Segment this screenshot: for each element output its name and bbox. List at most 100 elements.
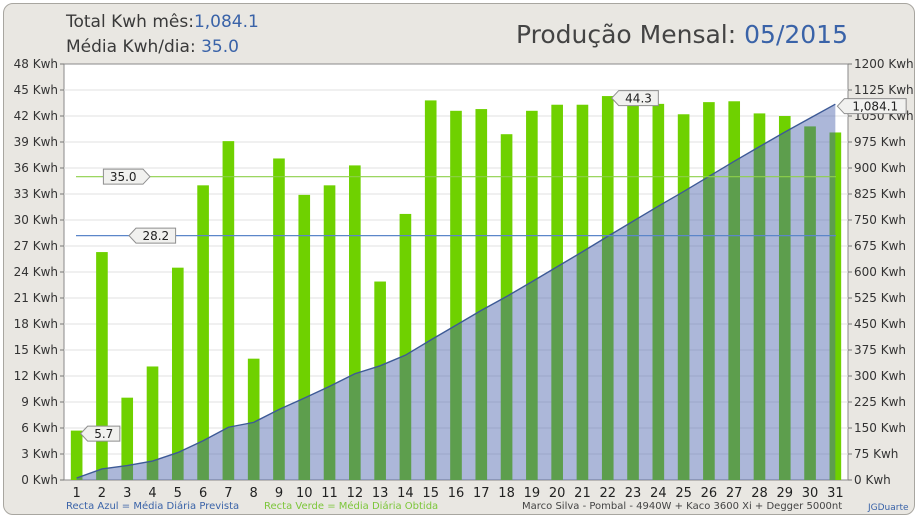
- left-tick-label: 36 Kwh: [14, 161, 58, 175]
- reference-label-obtained: 35.0: [102, 168, 151, 185]
- x-tick-label: 2: [98, 486, 106, 501]
- bar-day-7: [222, 141, 235, 480]
- right-tick-label: 75 Kwh: [854, 447, 898, 461]
- reference-label-expected-bg: [128, 227, 177, 244]
- right-tick-label: 1125 Kwh: [854, 83, 914, 97]
- reference-label-expected-text: 28.2: [142, 229, 169, 243]
- bar-day-1: [70, 430, 83, 480]
- total-kwh-label: Total Kwh mês:: [66, 12, 194, 32]
- left-tick-label: 39 Kwh: [14, 135, 58, 149]
- green-line-legend: Recta Verde = Média Diária Obtida: [264, 501, 439, 512]
- right-tick-label: 975 Kwh: [854, 135, 906, 149]
- callout-cumulative-total-text: 1,084.1: [852, 100, 898, 114]
- avg-kwh-label: Média Kwh/dia:: [66, 37, 196, 57]
- bar-day-2: [96, 252, 108, 480]
- right-tick-label: 825 Kwh: [854, 187, 906, 201]
- callout-day-22-bg: [611, 90, 659, 107]
- left-tick-label: 45 Kwh: [14, 83, 58, 97]
- bar-day-26: [703, 102, 715, 480]
- callout-day-1: 5.7: [79, 425, 121, 442]
- bar-day-13: [374, 281, 386, 480]
- bar-day-30: [804, 126, 816, 481]
- bar-day-14: [399, 213, 412, 480]
- blue-line-legend: Recta Azul = Média Diária Prevista: [66, 501, 240, 512]
- total-kwh-stat: Total Kwh mês:1,084.1: [66, 12, 259, 32]
- left-tick-label: 48 Kwh: [14, 57, 58, 71]
- chart-title-label: Produção Mensal:: [515, 20, 737, 49]
- credit-text: JGDuarte: [868, 503, 909, 513]
- right-tick-label: 375 Kwh: [854, 343, 906, 357]
- x-tick-label: 25: [675, 486, 692, 501]
- bar-day-3: [121, 397, 134, 480]
- bar-day-21: [576, 104, 589, 480]
- bar-day-20: [551, 104, 563, 480]
- bar-day-23: [627, 101, 639, 481]
- right-tick-label: 1200 Kwh: [854, 57, 914, 71]
- x-tick-label: 8: [250, 486, 258, 501]
- system-info: Marco Silva - Pombal - 4940W + Kaco 3600…: [522, 501, 843, 512]
- x-tick-label: 1: [73, 486, 81, 501]
- bar-day-5: [171, 267, 184, 480]
- bar-day-10: [298, 194, 311, 480]
- left-tick-label: 9 Kwh: [21, 395, 58, 409]
- x-tick-label: 10: [296, 486, 313, 501]
- x-tick-label: 30: [802, 486, 819, 501]
- bar-day-18: [500, 134, 513, 480]
- left-tick-label: 6 Kwh: [21, 421, 58, 435]
- callout-cumulative-total-bg: [836, 98, 907, 115]
- x-tick-label: 27: [726, 486, 743, 501]
- left-tick-label: 42 Kwh: [14, 109, 58, 123]
- bar-day-31: [829, 132, 842, 480]
- cumulative-area: [76, 104, 836, 481]
- x-tick-label: 22: [599, 486, 616, 501]
- left-tick-label: 0 Kwh: [21, 473, 58, 487]
- right-tick-label: 675 Kwh: [854, 239, 906, 253]
- left-tick-label: 15 Kwh: [14, 343, 58, 357]
- bar-day-11: [323, 185, 336, 480]
- chart-title: Produção Mensal: 05/2015: [516, 20, 848, 49]
- bar-day-9: [273, 158, 285, 480]
- left-tick-label: 27 Kwh: [14, 239, 58, 253]
- bar-day-15: [424, 100, 437, 481]
- reference-label-obtained-bg: [102, 168, 151, 185]
- x-tick-label: 23: [625, 486, 642, 501]
- right-tick-label: 225 Kwh: [854, 395, 906, 409]
- bar-day-27: [728, 101, 741, 481]
- x-tick-label: 11: [321, 486, 338, 501]
- right-tick-label: 450 Kwh: [854, 317, 906, 331]
- reference-label-expected: 28.2: [128, 227, 177, 244]
- right-tick-label: 750 Kwh: [854, 213, 906, 227]
- x-tick-label: 15: [422, 486, 439, 501]
- x-tick-label: 4: [148, 486, 156, 501]
- x-tick-label: 3: [123, 486, 131, 501]
- bar-day-22: [601, 96, 614, 480]
- x-tick-label: 28: [751, 486, 768, 501]
- callout-day-22: 44.3: [611, 90, 659, 107]
- bar-day-19: [526, 110, 538, 481]
- x-tick-label: 31: [827, 486, 844, 501]
- bar-day-28: [753, 113, 766, 481]
- x-tick-label: 6: [199, 486, 207, 501]
- bar-day-29: [778, 116, 791, 480]
- left-tick-label: 21 Kwh: [14, 291, 58, 305]
- x-tick-label: 21: [574, 486, 591, 501]
- left-tick-label: 3 Kwh: [21, 447, 58, 461]
- x-tick-label: 20: [549, 486, 566, 501]
- reference-label-obtained-text: 35.0: [110, 170, 137, 184]
- callout-day-1-bg: [79, 425, 121, 442]
- left-tick-label: 24 Kwh: [14, 265, 58, 279]
- x-tick-label: 12: [347, 486, 364, 501]
- bar-day-17: [475, 109, 488, 480]
- bar-day-25: [677, 114, 690, 481]
- total-kwh-value: 1,084.1: [193, 12, 259, 32]
- bar-day-16: [450, 110, 462, 481]
- x-tick-label: 13: [372, 486, 389, 501]
- right-tick-label: 600 Kwh: [854, 265, 906, 279]
- right-tick-label: 0 Kwh: [854, 473, 891, 487]
- x-tick-label: 16: [448, 486, 465, 501]
- left-tick-label: 18 Kwh: [14, 317, 58, 331]
- bar-day-4: [146, 366, 159, 480]
- x-tick-label: 26: [701, 486, 718, 501]
- x-tick-label: 9: [275, 486, 283, 501]
